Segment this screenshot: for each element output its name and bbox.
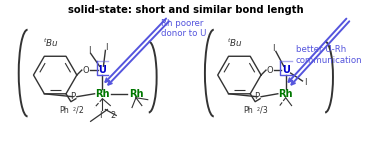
Text: P: P [70, 92, 76, 101]
Text: O: O [266, 66, 273, 75]
Text: P: P [254, 92, 260, 101]
Text: Rh: Rh [279, 89, 293, 99]
Text: I: I [88, 46, 91, 55]
Text: I: I [99, 111, 102, 120]
Text: solid-state: short and similar bond length: solid-state: short and similar bond leng… [68, 5, 304, 15]
Text: $_2$: $_2$ [256, 106, 261, 114]
Text: $^t$Bu: $^t$Bu [228, 37, 243, 49]
Text: /3: /3 [260, 106, 268, 115]
Text: Ph: Ph [59, 106, 69, 115]
Text: Rh: Rh [129, 89, 143, 99]
Text: O: O [82, 66, 89, 75]
Text: I: I [273, 44, 275, 53]
Text: I: I [304, 78, 307, 87]
Text: I: I [105, 43, 108, 52]
Text: U: U [99, 65, 106, 75]
Text: Ph: Ph [243, 106, 253, 115]
Text: Rh: Rh [95, 89, 110, 99]
Text: Rh poorer
donor to U: Rh poorer donor to U [161, 19, 206, 38]
Text: $^t$Bu: $^t$Bu [43, 37, 59, 49]
Text: 2: 2 [110, 111, 115, 120]
Text: better U-Rh
communication: better U-Rh communication [296, 45, 362, 65]
Text: $_2$: $_2$ [72, 106, 76, 114]
Text: /2: /2 [76, 106, 84, 115]
Text: U: U [282, 65, 290, 75]
